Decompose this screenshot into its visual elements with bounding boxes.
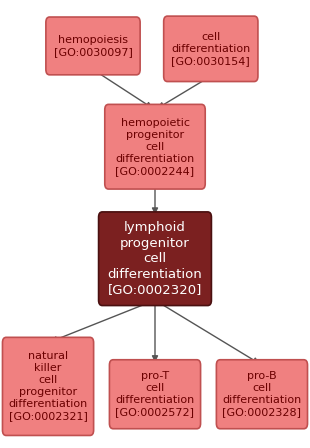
FancyBboxPatch shape	[46, 17, 140, 75]
Text: hemopoietic
progenitor
cell
differentiation
[GO:0002244]: hemopoietic progenitor cell differentiat…	[115, 118, 195, 176]
FancyBboxPatch shape	[109, 360, 201, 429]
FancyBboxPatch shape	[99, 212, 211, 306]
Text: hemopoiesis
[GO:0030097]: hemopoiesis [GO:0030097]	[54, 35, 132, 57]
FancyBboxPatch shape	[216, 360, 308, 429]
Text: pro-B
cell
differentiation
[GO:0002328]: pro-B cell differentiation [GO:0002328]	[222, 371, 302, 417]
Text: natural
killer
cell
progenitor
differentiation
[GO:0002321]: natural killer cell progenitor different…	[8, 351, 88, 422]
FancyBboxPatch shape	[164, 16, 258, 82]
Text: pro-T
cell
differentiation
[GO:0002572]: pro-T cell differentiation [GO:0002572]	[115, 371, 195, 417]
Text: cell
differentiation
[GO:0030154]: cell differentiation [GO:0030154]	[171, 32, 250, 66]
FancyBboxPatch shape	[105, 104, 205, 189]
FancyBboxPatch shape	[2, 337, 94, 435]
Text: lymphoid
progenitor
cell
differentiation
[GO:0002320]: lymphoid progenitor cell differentiation…	[108, 221, 202, 296]
